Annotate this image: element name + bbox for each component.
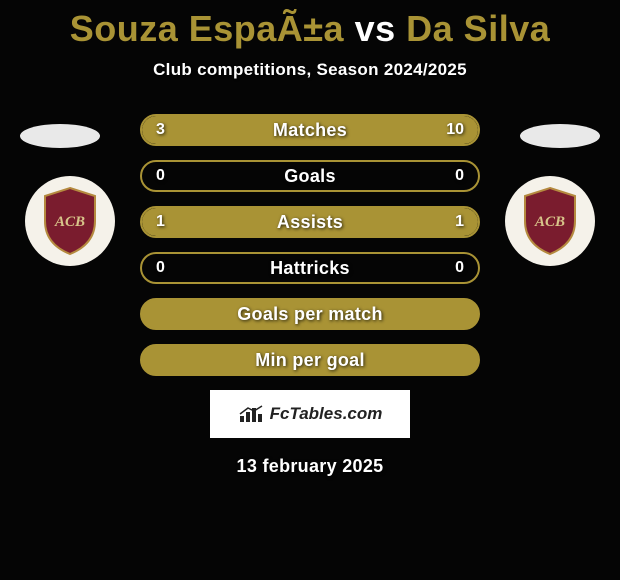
stat-fill-right xyxy=(219,116,478,144)
shield-icon: ACB xyxy=(40,186,100,256)
subtitle: Club competitions, Season 2024/2025 xyxy=(0,60,620,80)
stat-row: Goals per match xyxy=(140,298,480,330)
date-label: 13 february 2025 xyxy=(0,456,620,477)
flag-right xyxy=(520,124,600,148)
stat-value-left: 1 xyxy=(156,213,165,231)
stat-value-left: 3 xyxy=(156,121,165,139)
stats-container: Matches310Goals00Assists11Hattricks00Goa… xyxy=(140,114,480,376)
stat-value-right: 1 xyxy=(455,213,464,231)
stat-row: Assists 1 1 xyxy=(140,206,480,238)
club-badge-right: ACB xyxy=(505,176,595,266)
player1-name: Souza EspaÃ±a xyxy=(70,8,344,49)
flag-left xyxy=(20,124,100,148)
svg-text:ACB: ACB xyxy=(534,214,565,230)
stat-fill-left xyxy=(142,116,219,144)
stat-label: Min per goal xyxy=(255,350,365,371)
club-badge-left: ACB xyxy=(25,176,115,266)
stat-value-left: 0 xyxy=(156,167,165,185)
stat-label: Hattricks xyxy=(270,258,350,279)
stat-row: Goals 0 0 xyxy=(140,160,480,192)
logo-text: FcTables.com xyxy=(270,404,383,424)
stat-label: Goals xyxy=(284,166,336,187)
stat-value-right: 0 xyxy=(455,259,464,277)
svg-text:ACB: ACB xyxy=(54,214,85,230)
stat-row: Matches 3 10 xyxy=(140,114,480,146)
stat-label: Assists xyxy=(277,212,343,233)
shield-icon: ACB xyxy=(520,186,580,256)
stat-row: Hattricks 0 0 xyxy=(140,252,480,284)
stat-value-right: 0 xyxy=(455,167,464,185)
player2-name: Da Silva xyxy=(406,8,550,49)
vs-separator: vs xyxy=(355,8,396,49)
stat-value-left: 0 xyxy=(156,259,165,277)
stat-label: Goals per match xyxy=(237,304,383,325)
page-title: Souza EspaÃ±a vs Da Silva xyxy=(0,0,620,50)
source-logo: FcTables.com xyxy=(210,390,410,438)
chart-icon xyxy=(238,404,264,424)
stat-row: Min per goal xyxy=(140,344,480,376)
stat-label: Matches xyxy=(273,120,347,141)
stat-value-right: 10 xyxy=(446,121,464,139)
